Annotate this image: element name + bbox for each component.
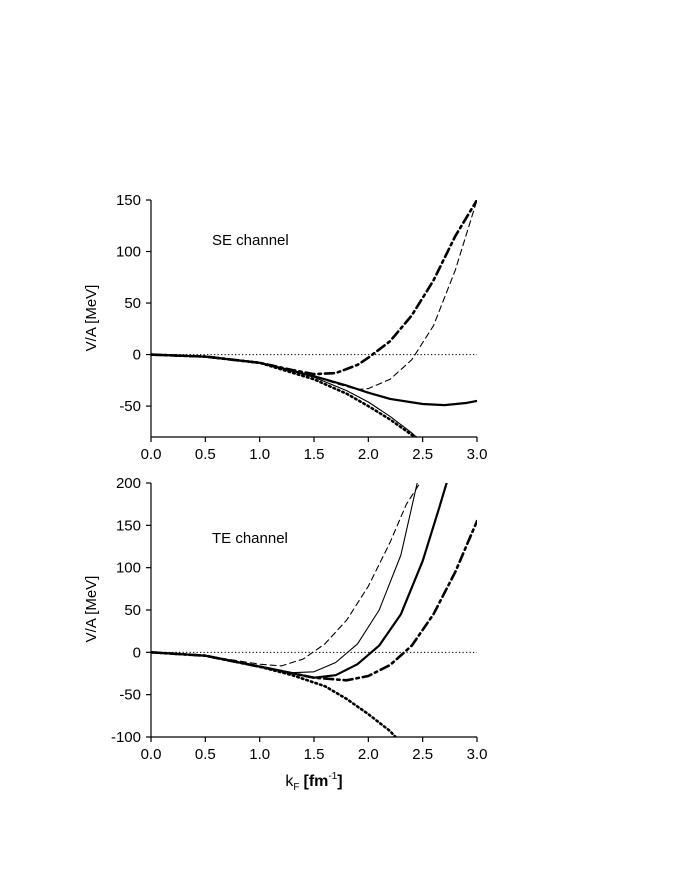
se-curves [151, 200, 477, 437]
te-x-tick-label: 2.5 [412, 746, 433, 763]
se-x-tick-label: 3.0 [467, 446, 488, 463]
te-x-tick-label: 0.5 [195, 746, 216, 763]
te-series-solid-thin [151, 483, 418, 674]
te-y-tick-label: -50 [119, 687, 141, 704]
te-series-dotted-thick [151, 651, 397, 737]
se-x-tick-label: 2.0 [358, 446, 379, 463]
te-y-tick-label: 200 [116, 475, 141, 492]
te-y-tick-label: 0 [133, 644, 141, 661]
se-x-tick-label: 2.5 [412, 446, 433, 463]
te-channel-label: TE channel [212, 530, 288, 547]
x-axis-label-unit-close: ] [337, 773, 342, 790]
se-x-tick-label: 0.5 [195, 446, 216, 463]
te-y-tick-label: 50 [124, 602, 141, 619]
te-x-tick-label: 0.0 [141, 746, 162, 763]
se-y-tick-label: 50 [124, 295, 141, 312]
se-channel-panel: 0.0 0.5 1.0 1.5 2.0 2.5 3.0 150 100 50 0 -50 SE cha… [83, 192, 487, 463]
x-axis-label-subscript: F [293, 782, 299, 793]
se-y-tick-label: 100 [116, 244, 141, 261]
se-y-axis-label: V/A [MeV] [83, 285, 100, 352]
te-y-tick-label: 150 [116, 517, 141, 534]
se-series-solid-thick [151, 353, 477, 407]
te-x-tick-label: 2.0 [358, 746, 379, 763]
te-series-solid-thick [151, 483, 448, 679]
se-y-tick-label: -50 [119, 398, 141, 415]
te-axes: 0.0 0.5 1.0 1.5 2.0 2.5 3.0 200 150 100 50 0 -50 -100 [111, 475, 487, 763]
te-curves [151, 483, 477, 737]
se-channel-label: SE channel [212, 232, 289, 249]
te-y-tick-label: 100 [116, 560, 141, 577]
se-x-tick-label: 0.0 [141, 446, 162, 463]
te-x-tick-label: 1.5 [304, 746, 325, 763]
se-series-dash-dot-thick [151, 200, 477, 376]
se-series-dotted-thick [151, 353, 419, 437]
te-x-tick-label: 3.0 [467, 746, 488, 763]
se-series-dashed-thin [151, 200, 477, 391]
se-axes: 0.0 0.5 1.0 1.5 2.0 2.5 3.0 150 100 50 0 -50 [116, 192, 487, 463]
se-x-tick-label: 1.0 [249, 446, 270, 463]
se-y-tick-label: 0 [133, 347, 141, 364]
te-channel-panel: 0.0 0.5 1.0 1.5 2.0 2.5 3.0 200 150 100 50 0 -50 -100… [83, 475, 487, 763]
te-y-axis-label: V/A [MeV] [83, 576, 100, 643]
x-axis-label-unit: [fm [303, 773, 328, 790]
te-series-dashed-thin [151, 483, 421, 667]
te-y-tick-label: -100 [111, 729, 141, 746]
te-x-tick-label: 1.0 [249, 746, 270, 763]
x-axis-label: kF [fm-1] [285, 771, 342, 793]
se-y-tick-label: 150 [116, 192, 141, 209]
x-axis-label-exponent: -1 [328, 771, 337, 782]
x-axis-label-k: k [285, 773, 294, 790]
se-x-tick-label: 1.5 [304, 446, 325, 463]
